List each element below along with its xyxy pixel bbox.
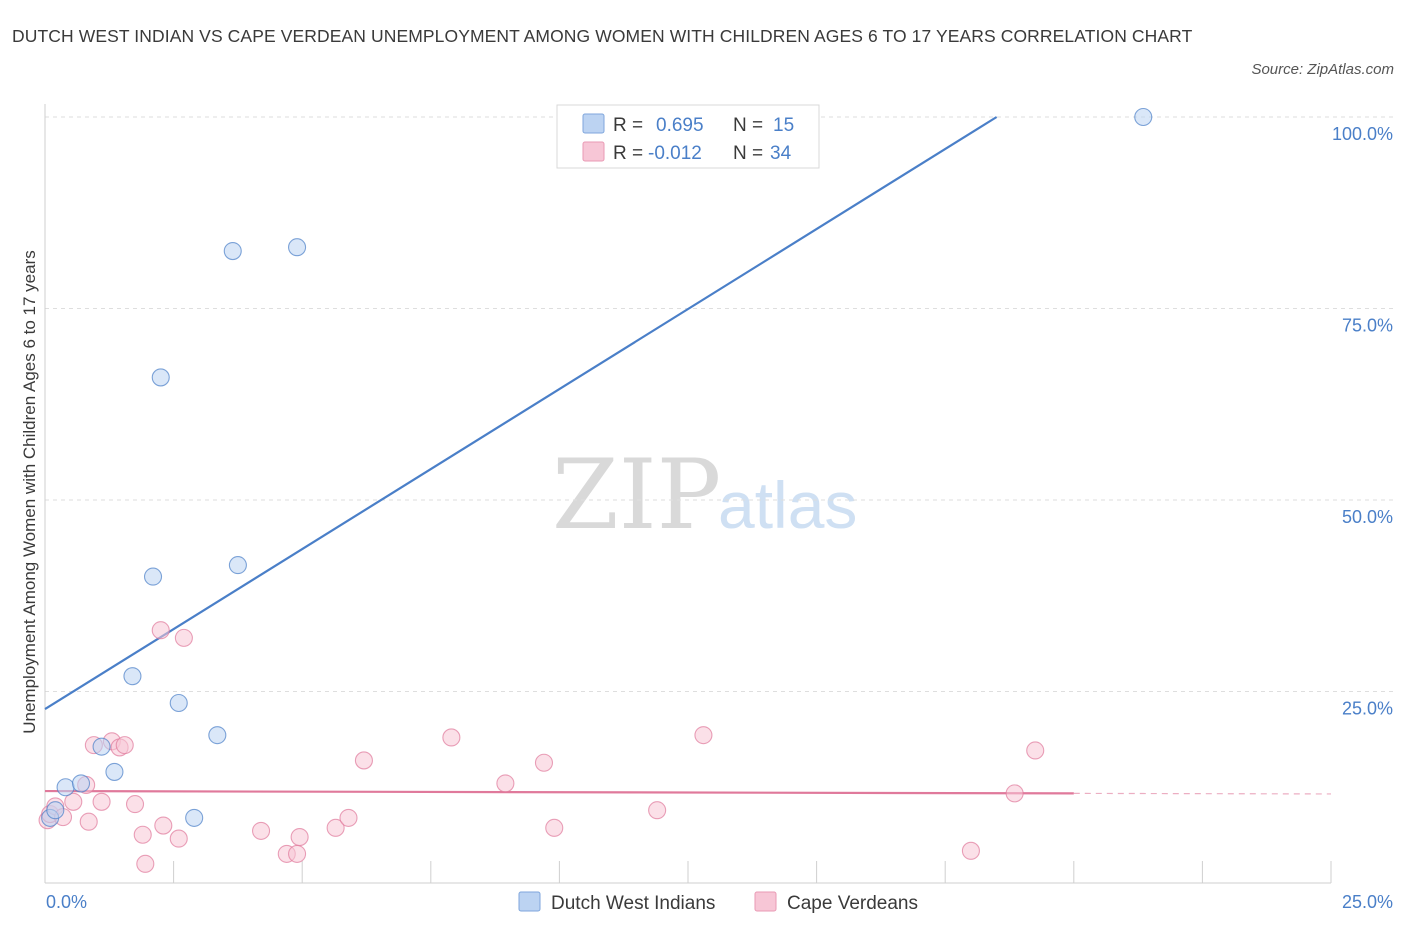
chart-source: Source: ZipAtlas.com — [1251, 61, 1394, 78]
point-cape-verdeans — [154, 816, 173, 835]
point-cape-verdeans — [169, 829, 188, 848]
point-cape-verdeans — [648, 801, 667, 820]
y-tick-label: 25.0% — [1342, 699, 1393, 719]
point-dutch-west-indians — [223, 242, 242, 261]
point-dutch-west-indians — [143, 567, 163, 586]
legend-r-value-2: -0.012 — [648, 143, 702, 164]
point-cape-verdeans — [339, 808, 358, 827]
point-dutch-west-indians — [228, 556, 247, 575]
y-tick-label: 75.0% — [1342, 316, 1393, 336]
series-legend-label-cape-verdeans: Cape Verdeans — [787, 893, 918, 914]
point-dutch-west-indians — [56, 778, 75, 797]
legend-n-label-1: N = — [733, 115, 763, 136]
point-cape-verdeans — [534, 753, 554, 772]
point-cape-verdeans — [79, 812, 98, 831]
point-dutch-west-indians — [169, 693, 188, 713]
legend-n-label-2: N = — [733, 143, 763, 164]
axes — [44, 104, 1332, 884]
legend-n-value-2: 34 — [770, 143, 792, 164]
legend-swatch-cape-verdeans — [582, 141, 605, 162]
point-dutch-west-indians — [105, 762, 124, 781]
legend-r-value-1: 0.695 — [656, 115, 704, 136]
point-cape-verdeans — [92, 792, 111, 811]
point-cape-verdeans — [1026, 741, 1045, 760]
watermark-atlas: atlas — [718, 468, 857, 542]
series-legend: Dutch West Indians Cape Verdeans — [518, 891, 918, 914]
point-dutch-west-indians — [208, 726, 227, 745]
y-tick-labels: 100.0% 75.0% 50.0% 25.0% — [1332, 124, 1393, 719]
trend-lines — [44, 116, 1332, 795]
x-tick-label-max: 25.0% — [1342, 892, 1393, 912]
point-cape-verdeans — [961, 841, 980, 860]
correlation-legend: R = 0.695 N = 15 R = -0.012 N = 34 — [556, 104, 820, 169]
point-cape-verdeans — [151, 621, 170, 640]
point-dutch-west-indians — [123, 667, 142, 686]
point-dutch-west-indians — [71, 774, 91, 793]
series-legend-label-dutch-west-indians: Dutch West Indians — [551, 893, 715, 914]
point-cape-verdeans — [290, 827, 309, 847]
point-cape-verdeans — [125, 795, 145, 814]
y-tick-label: 50.0% — [1342, 507, 1393, 527]
point-dutch-west-indians — [151, 368, 170, 387]
watermark: ZIP atlas — [552, 439, 857, 551]
series-legend-swatch-cape-verdeans — [754, 891, 777, 912]
watermark-zip: ZIP — [552, 439, 721, 551]
x-tick-label-min: 0.0% — [46, 892, 87, 912]
point-cape-verdeans — [326, 818, 345, 837]
point-cape-verdeans — [354, 751, 373, 770]
point-cape-verdeans — [251, 821, 271, 840]
legend-swatch-dutch-west-indians — [582, 113, 605, 134]
trend-line-dutch-west-indians — [44, 116, 998, 711]
trend-line-cape-verdeans — [44, 789, 1074, 795]
point-dutch-west-indians — [1134, 107, 1153, 127]
y-gridlines — [45, 116, 1393, 692]
point-cape-verdeans — [288, 844, 307, 863]
point-cape-verdeans — [136, 854, 155, 873]
point-cape-verdeans — [694, 726, 713, 745]
point-cape-verdeans — [174, 628, 193, 647]
point-dutch-west-indians — [46, 801, 65, 820]
legend-r-label-1: R = — [613, 115, 643, 136]
point-cape-verdeans — [115, 736, 134, 755]
trend-line-extension — [1073, 792, 1332, 795]
point-cape-verdeans — [133, 825, 152, 844]
data-points — [38, 107, 1153, 873]
point-dutch-west-indians — [92, 737, 111, 756]
y-axis-label: Unemployment Among Women with Children A… — [20, 250, 39, 734]
point-cape-verdeans — [442, 728, 461, 747]
legend-n-value-1: 15 — [773, 115, 794, 136]
point-dutch-west-indians — [288, 238, 307, 257]
chart-title: DUTCH WEST INDIAN VS CAPE VERDEAN UNEMPL… — [12, 26, 1193, 46]
y-tick-label: 100.0% — [1332, 124, 1393, 144]
point-cape-verdeans — [64, 792, 83, 811]
point-cape-verdeans — [496, 774, 515, 793]
point-dutch-west-indians — [185, 808, 204, 827]
legend-r-label-2: R = — [613, 143, 643, 164]
point-cape-verdeans — [1005, 784, 1024, 803]
point-cape-verdeans — [545, 818, 564, 837]
series-legend-swatch-dutch-west-indians — [518, 891, 541, 912]
